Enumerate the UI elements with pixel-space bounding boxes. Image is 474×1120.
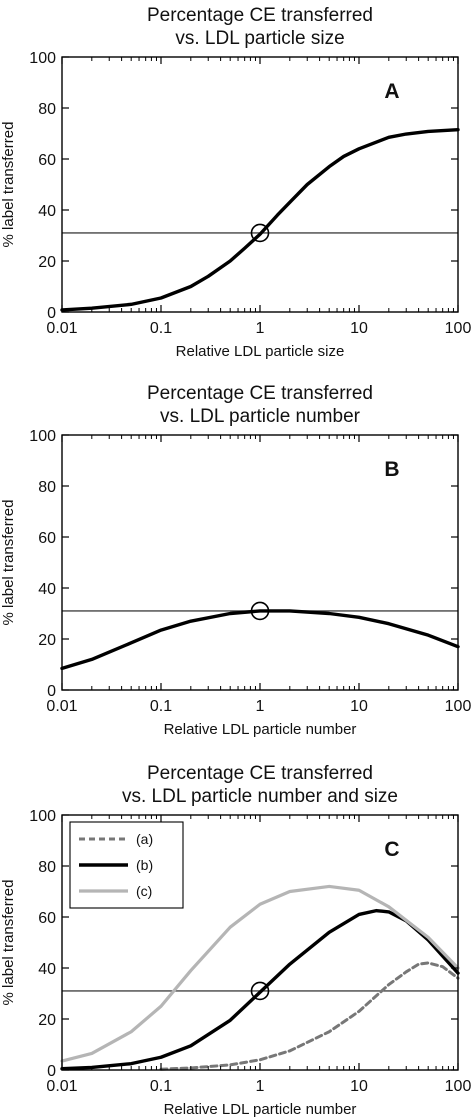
- x-tick-label: 0.1: [150, 698, 172, 715]
- x-tick-label: 1: [256, 1078, 265, 1095]
- x-tick-label: 10: [350, 1078, 368, 1095]
- chart-title-line-2: vs. LDL particle size: [175, 28, 344, 49]
- x-tick-label: 100: [445, 320, 472, 337]
- x-tick-label: 100: [445, 1078, 472, 1095]
- series-line: [60, 127, 460, 312]
- legend-label: (a): [136, 831, 153, 847]
- marker-open-circle: [250, 981, 270, 1001]
- panel-label: C: [384, 838, 399, 861]
- marker-open-circle: [250, 601, 270, 621]
- y-tick-label: 40: [38, 961, 56, 978]
- y-tick-label: 20: [38, 1012, 56, 1029]
- y-tick-label: 60: [38, 910, 56, 927]
- chart-title-line-1: Percentage CE transferred: [147, 763, 373, 784]
- series-line: [60, 609, 460, 671]
- x-tick-label: 0.1: [150, 320, 172, 337]
- y-tick-label: 80: [38, 479, 56, 496]
- marker-open-circle: [250, 223, 270, 243]
- y-axis-label: % label transferred: [0, 880, 17, 1006]
- series-line-b: [60, 908, 460, 1071]
- x-tick-label: 100: [445, 698, 472, 715]
- series-line-c: [60, 884, 460, 1063]
- y-axis-label: % label transferred: [0, 122, 17, 248]
- series-line-a: [159, 961, 460, 1071]
- y-tick-label: 60: [38, 152, 56, 169]
- y-tick-label: 40: [38, 203, 56, 220]
- y-tick-label: 0: [47, 305, 56, 322]
- chart-title-line-2: vs. LDL particle number: [160, 406, 361, 427]
- y-tick-label: 0: [47, 1063, 56, 1080]
- y-tick-label: 60: [38, 530, 56, 547]
- y-tick-label: 20: [38, 254, 56, 271]
- x-axis-label: Relative LDL particle number: [164, 1101, 357, 1118]
- panel-label: B: [384, 458, 399, 481]
- x-tick-label: 0.01: [46, 698, 77, 715]
- legend-label: (c): [136, 883, 152, 899]
- panel-label: A: [384, 80, 399, 103]
- y-axis-label: % label transferred: [0, 500, 17, 626]
- chart-title-line-2: vs. LDL particle number and size: [122, 786, 398, 807]
- legend: (a) (b) (c): [69, 821, 184, 909]
- x-tick-label: 1: [256, 320, 265, 337]
- x-tick-label: 0.01: [46, 320, 77, 337]
- x-tick-label: 10: [350, 698, 368, 715]
- chart-title-line-1: Percentage CE transferred: [147, 383, 373, 404]
- y-tick-label: 100: [29, 808, 56, 825]
- x-tick-label: 10: [350, 320, 368, 337]
- y-tick-label: 80: [38, 101, 56, 118]
- x-tick-label: 0.1: [150, 1078, 172, 1095]
- y-tick-label: 40: [38, 581, 56, 598]
- chart-title-line-1: Percentage CE transferred: [147, 5, 373, 26]
- y-tick-label: 100: [29, 428, 56, 445]
- x-axis-label: Relative LDL particle size: [176, 343, 345, 360]
- legend-label: (b): [136, 857, 153, 873]
- y-tick-label: 80: [38, 859, 56, 876]
- y-tick-label: 100: [29, 50, 56, 67]
- x-tick-label: 0.01: [46, 1078, 77, 1095]
- y-tick-label: 20: [38, 632, 56, 649]
- x-tick-label: 1: [256, 698, 265, 715]
- y-tick-label: 0: [47, 683, 56, 700]
- x-axis-label: Relative LDL particle number: [164, 721, 357, 738]
